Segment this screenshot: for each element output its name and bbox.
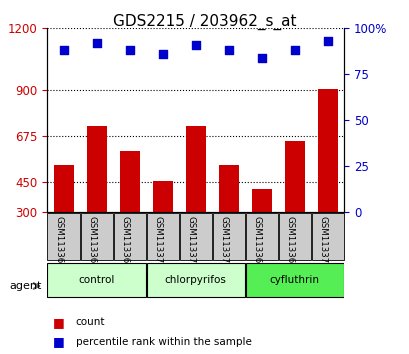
Text: GSM113369: GSM113369 [285,216,294,269]
Text: agent: agent [9,281,41,291]
Text: chlorpyrifos: chlorpyrifos [164,275,226,285]
Text: percentile rank within the sample: percentile rank within the sample [76,337,251,347]
Text: count: count [76,317,105,327]
Bar [218,165,238,212]
Point [324,38,330,44]
Text: GSM113368: GSM113368 [252,216,261,269]
FancyBboxPatch shape [47,263,146,297]
FancyBboxPatch shape [80,213,112,260]
Bar [317,88,337,212]
Point [126,47,133,53]
Bar [185,126,205,212]
Text: GSM113372: GSM113372 [187,216,196,269]
Point [192,42,199,48]
FancyBboxPatch shape [113,213,146,260]
Text: GSM113365: GSM113365 [54,216,63,269]
Text: GSM113367: GSM113367 [120,216,129,269]
Text: GSM113370: GSM113370 [318,216,327,269]
Text: GSM113366: GSM113366 [88,216,97,269]
Text: GSM113373: GSM113373 [219,216,228,269]
Text: control: control [78,275,115,285]
FancyBboxPatch shape [179,213,211,260]
Text: cyfluthrin: cyfluthrin [269,275,319,285]
FancyBboxPatch shape [212,213,245,260]
Point [225,47,231,53]
FancyBboxPatch shape [146,263,245,297]
Bar [284,141,304,212]
Text: GSM113371: GSM113371 [153,216,162,269]
Point [60,47,67,53]
FancyBboxPatch shape [245,263,343,297]
Bar [54,165,73,212]
Bar [251,189,271,212]
Point [291,47,297,53]
Bar [119,151,139,212]
Point [159,51,166,57]
Text: GDS2215 / 203962_s_at: GDS2215 / 203962_s_at [113,14,296,30]
FancyBboxPatch shape [278,213,310,260]
FancyBboxPatch shape [47,213,80,260]
FancyBboxPatch shape [311,213,343,260]
Text: ■: ■ [53,335,65,348]
FancyBboxPatch shape [146,213,178,260]
FancyBboxPatch shape [245,213,277,260]
Point [93,40,100,46]
Bar [153,181,172,212]
Text: ■: ■ [53,316,65,329]
Bar [87,126,106,212]
Point [258,55,265,61]
